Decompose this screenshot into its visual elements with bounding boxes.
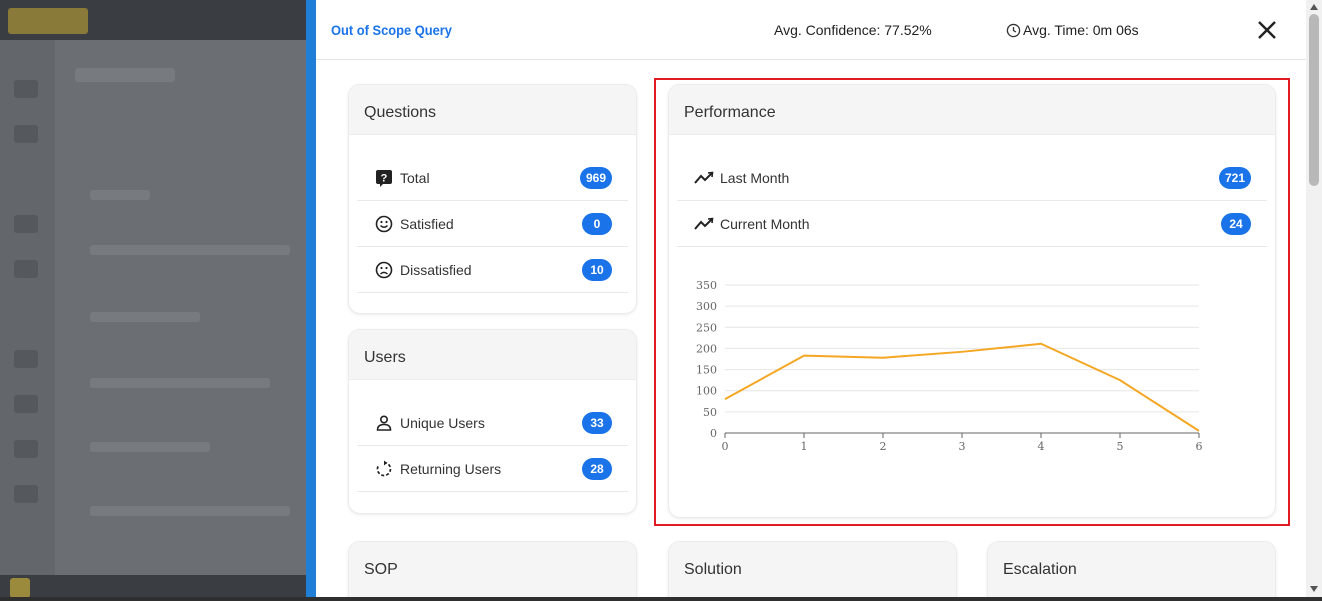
avg-time-value: Avg. Time: 0m 06s (1023, 22, 1139, 38)
background-bottom-bar (0, 575, 316, 601)
close-icon (1258, 21, 1276, 39)
avg-confidence: Avg. Confidence: 77.52% (774, 22, 932, 38)
trend-icon (694, 168, 714, 188)
users-returning-label: Returning Users (400, 460, 502, 477)
y-tick-label: 150 (696, 364, 717, 377)
x-tick-label: 3 (959, 440, 966, 453)
users-heading: Users (349, 330, 636, 380)
series-line (724, 342, 1200, 432)
x-tick-label: 4 (1038, 440, 1045, 453)
escalation-heading: Escalation (988, 542, 1275, 601)
modal-header: Out of Scope Query Avg. Confidence: 77.5… (316, 0, 1306, 60)
questions-satisfied-badge: 0 (582, 212, 612, 235)
questions-total-label: Total (400, 169, 430, 186)
frown-icon (374, 260, 394, 280)
performance-heading: Performance (669, 85, 1275, 135)
solution-card: Solution (668, 541, 957, 601)
background-icon (10, 578, 30, 598)
performance-last-month-row: Last Month 721 (677, 155, 1267, 201)
sop-heading: SOP (349, 542, 636, 601)
performance-current-month-badge: 24 (1221, 212, 1251, 235)
x-tick-label: 5 (1117, 440, 1124, 453)
x-tick-label: 1 (801, 440, 808, 453)
users-unique-label: Unique Users (400, 414, 485, 431)
question-icon: ? (374, 168, 394, 188)
y-tick-label: 100 (696, 385, 717, 398)
questions-heading: Questions (349, 85, 636, 135)
modal-title-link[interactable]: Out of Scope Query (331, 22, 452, 38)
users-returning-badge: 28 (582, 457, 612, 480)
users-returning-row: Returning Users 28 (357, 446, 628, 492)
scrollbar[interactable] (1306, 0, 1322, 601)
x-tick-label: 2 (880, 440, 887, 453)
stats-modal: Out of Scope Query Avg. Confidence: 77.5… (316, 0, 1306, 601)
scroll-up-arrow[interactable] (1310, 4, 1318, 10)
questions-total-badge: 969 (579, 166, 612, 189)
scroll-thumb[interactable] (1309, 14, 1319, 186)
escalation-card: Escalation (987, 541, 1276, 601)
avg-time: Avg. Time: 0m 06s (1006, 22, 1139, 38)
questions-dissatisfied-badge: 10 (582, 258, 612, 281)
user-icon (374, 413, 394, 433)
users-unique-row: Unique Users 33 (357, 400, 628, 446)
y-tick-label: 250 (696, 321, 717, 334)
questions-card: Questions ? Total 969 Satisfied 0 Dissat… (348, 84, 637, 314)
questions-dissatisfied-row: Dissatisfied 10 (357, 247, 628, 293)
performance-current-month-label: Current Month (720, 215, 810, 232)
users-card: Users Unique Users 33 Returning Users 28 (348, 329, 637, 514)
users-unique-badge: 33 (582, 411, 612, 434)
y-tick-label: 0 (710, 427, 717, 440)
y-tick-label: 50 (703, 406, 717, 419)
questions-satisfied-label: Satisfied (400, 215, 454, 232)
solution-heading: Solution (669, 542, 956, 601)
x-tick-label: 6 (1196, 440, 1203, 453)
x-tick-label: 0 (722, 440, 729, 453)
questions-satisfied-row: Satisfied 0 (357, 201, 628, 247)
bottom-strip (0, 597, 1322, 601)
smile-icon (374, 214, 394, 234)
clock-icon (1006, 23, 1021, 37)
performance-last-month-badge: 721 (1218, 166, 1251, 189)
svg-text:?: ? (381, 172, 388, 184)
modal-edge (306, 0, 316, 601)
questions-dissatisfied-label: Dissatisfied (400, 261, 472, 278)
performance-line-chart: 0 50 100 150 200 250 300 350 0 1 2 3 4 5 6 (696, 279, 1203, 453)
background-nav-rail (0, 40, 55, 601)
performance-last-month-label: Last Month (720, 169, 790, 186)
scroll-down-arrow[interactable] (1310, 586, 1318, 592)
y-tick-label: 300 (696, 300, 717, 313)
questions-total-row: ? Total 969 (357, 155, 628, 201)
trend-icon (694, 214, 714, 234)
sop-card: SOP (348, 541, 637, 601)
close-button[interactable] (1254, 17, 1280, 43)
y-tick-label: 350 (696, 279, 717, 292)
performance-card: Performance Last Month 721 Current Month… (668, 84, 1276, 518)
background-app (0, 0, 316, 601)
refresh-icon (374, 459, 394, 479)
background-logo (8, 8, 88, 34)
y-tick-label: 200 (696, 342, 717, 355)
performance-current-month-row: Current Month 24 (677, 201, 1267, 247)
